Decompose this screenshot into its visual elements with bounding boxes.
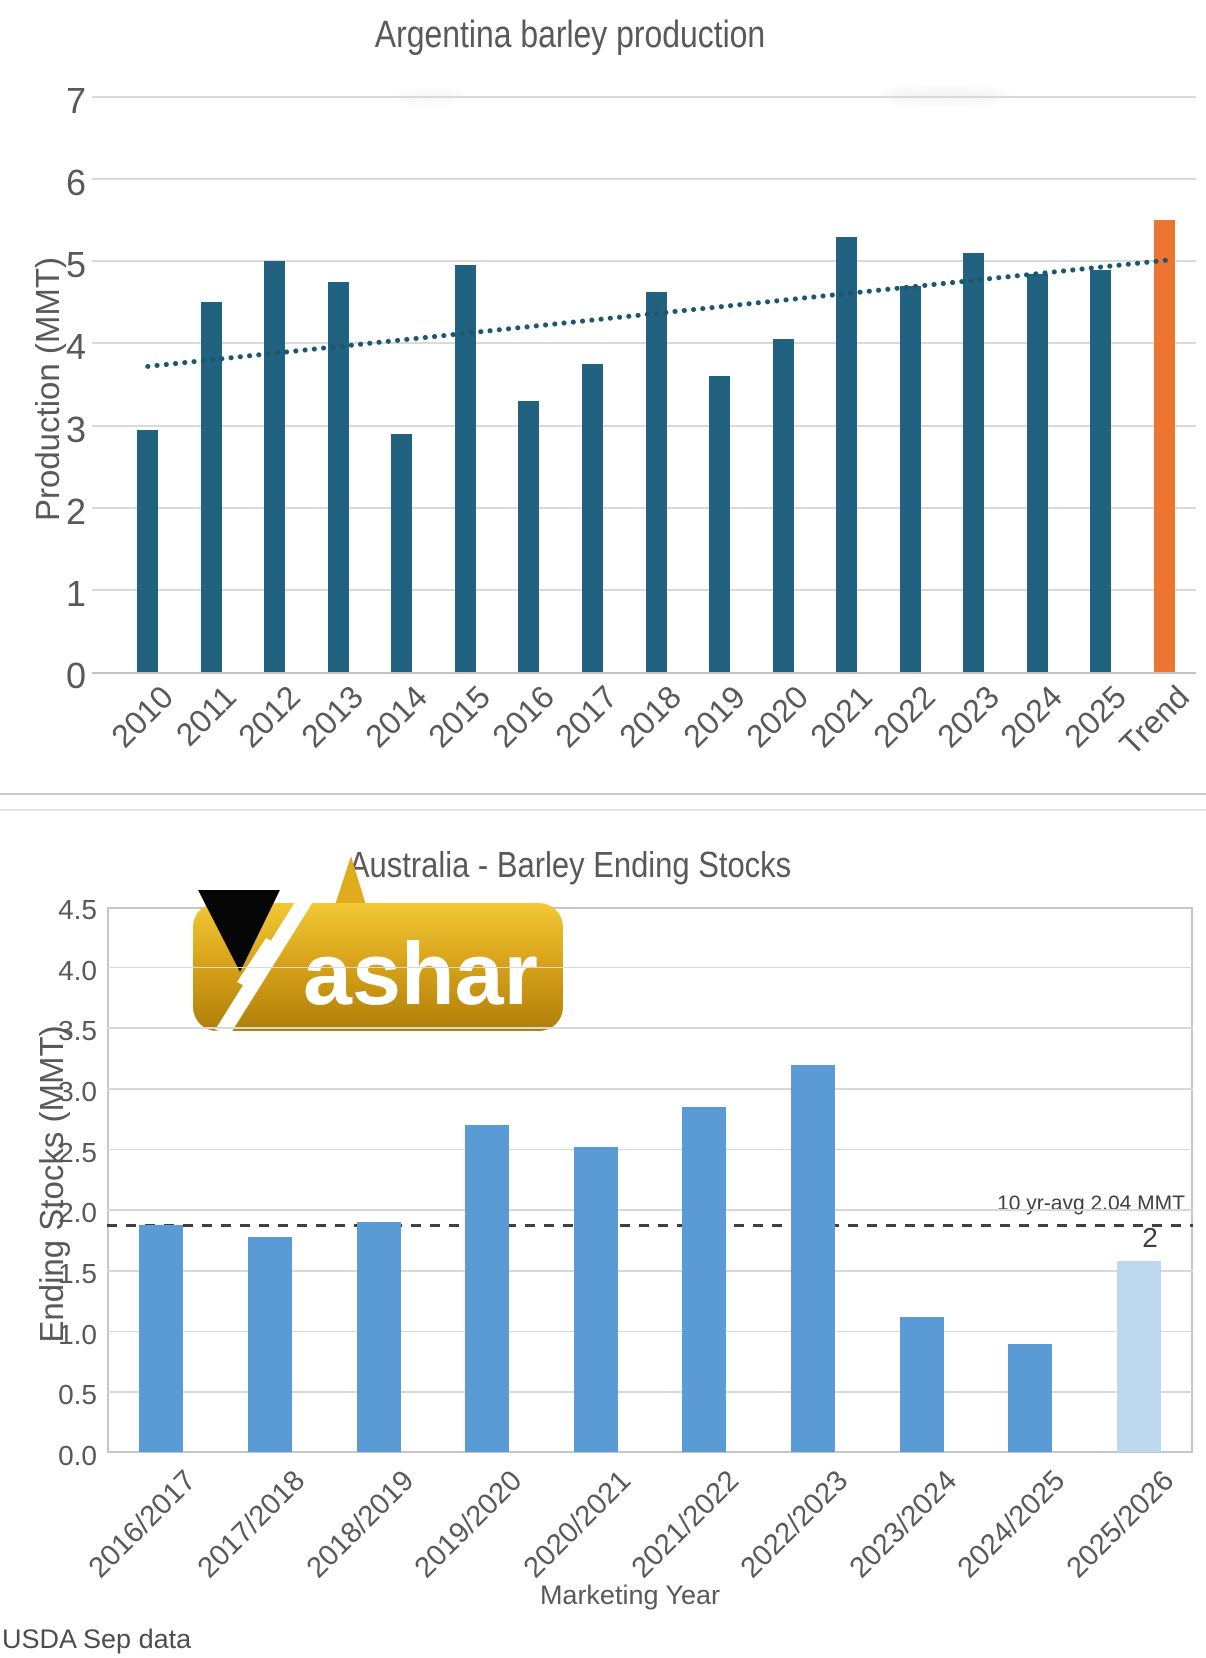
gridline [107, 1209, 1193, 1211]
gridline [92, 178, 1196, 181]
bar-2019 [709, 376, 731, 672]
gridline [92, 588, 1196, 591]
y-tick-label: 4.5 [58, 894, 97, 925]
bar-2023-2024 [899, 1317, 944, 1452]
bar-2014 [391, 433, 413, 672]
chart1-y-axis-title: Production (MMT) [29, 256, 66, 522]
trend-dotted-line [145, 257, 1175, 369]
ten-year-average-line [107, 1224, 1193, 1227]
bar-2022 [899, 285, 921, 672]
gridline [92, 506, 1196, 509]
section-divider-line [0, 809, 1206, 811]
logo-speech-tail [335, 856, 366, 905]
gridline [107, 1270, 1193, 1272]
bar-2013 [327, 281, 349, 672]
gridline [92, 424, 1196, 427]
bar-2011 [200, 302, 222, 672]
chart2-title: Australia - Barley Ending Stocks [348, 844, 792, 885]
gridline [107, 1027, 1193, 1029]
bar-2022-2023 [790, 1064, 835, 1452]
bar-2016 [518, 400, 540, 672]
y-tick-label: 3.0 [58, 1076, 97, 1107]
y-tick-label: 0.5 [58, 1379, 97, 1411]
ten-year-average-label: 10 yr-avg 2.04 MMT [997, 1192, 1185, 1215]
bar-2017 [581, 363, 603, 672]
y-tick-label: 3.5 [58, 1015, 97, 1047]
average-value-data-label: 2 [1142, 1222, 1158, 1253]
bar-2024-2025 [1008, 1343, 1053, 1452]
logo-black-triangle-icon [198, 890, 280, 972]
bar-Trend [1153, 220, 1175, 672]
bar-2010 [137, 429, 159, 672]
y-tick-label: 7 [65, 80, 86, 121]
bar-2025 [1090, 269, 1112, 672]
y-tick-label: 1.5 [58, 1258, 97, 1289]
y-tick-label: 4 [65, 326, 86, 368]
bar-2025-2026 [1116, 1261, 1161, 1452]
logo-y-branch [237, 938, 277, 988]
gridline [107, 1330, 1193, 1333]
section-divider-line [0, 793, 1206, 795]
y-tick-label: 1.0 [58, 1318, 97, 1350]
gridline [92, 96, 1196, 98]
bar-2015 [454, 265, 476, 672]
yashar-logo: ashar [193, 856, 563, 1033]
bar-2018-2019 [356, 1222, 401, 1452]
chart2-x-axis-title: Marketing Year [539, 1580, 721, 1610]
bar-2012 [264, 261, 286, 672]
y-tick-label: 0 [65, 655, 86, 696]
y-tick-label: 2 [65, 490, 86, 532]
bar-2021-2022 [682, 1107, 727, 1452]
x-axis-line [92, 672, 1196, 674]
gridline [107, 966, 1193, 969]
y-tick-label: 0.0 [58, 1440, 97, 1471]
y-tick-label: 1 [65, 572, 86, 614]
bar-2020-2021 [573, 1147, 618, 1452]
chart2-plot-border [107, 907, 1193, 1453]
gridline [92, 260, 1196, 263]
bar-2019-2020 [465, 1125, 510, 1452]
bar-2016-2017 [139, 1224, 184, 1452]
y-tick-label: 5 [65, 244, 86, 286]
bar-2018 [645, 291, 667, 672]
y-tick-label: 2.0 [58, 1197, 97, 1229]
logo-wordmark: ashar [303, 924, 538, 1023]
y-tick-label: 2.5 [58, 1136, 97, 1168]
chart1-title: Argentina barley production [374, 14, 766, 56]
gridline [92, 342, 1196, 345]
bar-2021 [836, 236, 858, 672]
y-tick-label: 3 [65, 408, 86, 450]
logo-y-slash [215, 886, 321, 1033]
gridline [107, 1391, 1193, 1393]
y-tick-label: 6 [65, 162, 86, 204]
gridline [107, 1148, 1193, 1151]
bar-2024 [1026, 273, 1048, 672]
y-tick-label: 4.0 [58, 954, 97, 986]
source-note: USDA Sep data [2, 1624, 192, 1654]
bar-2020 [772, 339, 794, 672]
gridline [107, 1088, 1193, 1090]
bar-2017-2018 [247, 1237, 292, 1452]
bar-2023 [963, 253, 985, 672]
